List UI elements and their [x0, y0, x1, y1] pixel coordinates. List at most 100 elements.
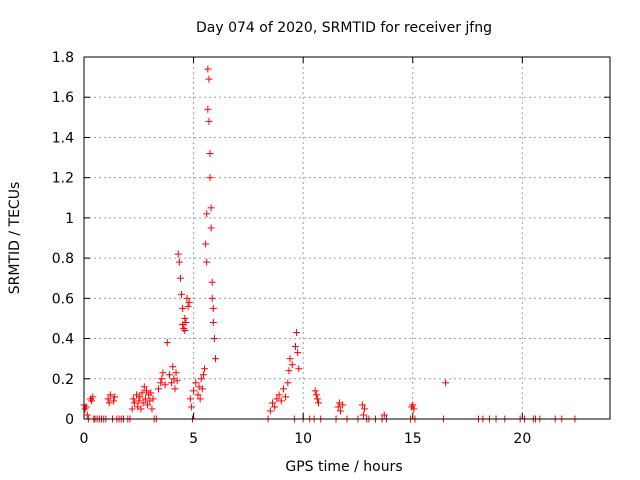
- data-point: [181, 327, 189, 335]
- data-point: [410, 405, 418, 413]
- data-point: [201, 365, 209, 373]
- data-point: [311, 387, 319, 395]
- data-point: [187, 403, 195, 411]
- y-tick-label: 1.6: [52, 90, 74, 106]
- data-point: [171, 385, 179, 393]
- data-point: [359, 411, 367, 419]
- data-point: [141, 395, 149, 403]
- data-point: [184, 302, 192, 310]
- grid-lines: [84, 57, 610, 419]
- y-tick-label: 0.2: [52, 372, 74, 388]
- data-point: [89, 393, 97, 401]
- data-point: [336, 407, 344, 415]
- data-point: [185, 298, 193, 306]
- data-point: [312, 391, 320, 399]
- data-point: [273, 395, 281, 403]
- data-point: [183, 294, 191, 302]
- data-point: [285, 367, 293, 375]
- data-point: [291, 343, 299, 351]
- x-tick-label: 20: [513, 431, 531, 447]
- data-point: [194, 391, 202, 399]
- data-point: [206, 174, 214, 182]
- data-point: [268, 399, 276, 407]
- data-point: [158, 375, 166, 383]
- data-point: [111, 393, 119, 401]
- data-point: [339, 401, 347, 409]
- data-point: [294, 349, 302, 357]
- data-point: [137, 405, 145, 413]
- data-point: [139, 399, 147, 407]
- y-tick-label: 1.8: [52, 50, 74, 66]
- data-point: [157, 379, 165, 387]
- data-point: [178, 290, 186, 298]
- data-point: [88, 397, 96, 405]
- data-point: [361, 405, 369, 413]
- data-point: [83, 411, 91, 419]
- data-point: [203, 258, 211, 266]
- data-point: [207, 224, 215, 232]
- data-point: [442, 379, 450, 387]
- y-tick-label: 0.8: [52, 251, 74, 267]
- data-point: [142, 387, 150, 395]
- data-point: [208, 294, 216, 302]
- data-point: [275, 391, 283, 399]
- data-point: [176, 274, 184, 282]
- data-point: [210, 335, 218, 343]
- data-point: [186, 395, 194, 403]
- data-point: [175, 258, 183, 266]
- data-point: [315, 399, 323, 407]
- data-point: [161, 381, 169, 389]
- data-point: [159, 369, 167, 377]
- data-point: [148, 405, 156, 413]
- data-point: [104, 395, 112, 403]
- plot-frame: [83, 56, 611, 420]
- data-point: [205, 75, 213, 83]
- data-point: [130, 399, 138, 407]
- y-axis-title: SRMTID / TECUs: [7, 182, 23, 295]
- data-point: [181, 314, 189, 322]
- data-point: [110, 397, 118, 405]
- data-point: [106, 391, 114, 399]
- data-point: [129, 395, 137, 403]
- data-point: [155, 385, 163, 393]
- data-point: [209, 304, 217, 312]
- data-point: [172, 369, 180, 377]
- x-axis-title: GPS time / hours: [285, 459, 402, 475]
- data-point: [168, 379, 176, 387]
- chart-title: Day 074 of 2020, SRMTID for receiver jfn…: [196, 20, 492, 36]
- data-point: [277, 397, 285, 405]
- y-tick-label: 1.4: [52, 130, 74, 146]
- data-point: [138, 389, 146, 397]
- data-point: [204, 105, 212, 113]
- data-point: [128, 405, 136, 413]
- data-point: [204, 65, 212, 73]
- data-point: [144, 401, 152, 409]
- data-point: [197, 375, 205, 383]
- data-point: [169, 363, 177, 371]
- data-point: [212, 355, 219, 363]
- axis-ticks: 0 0.2 0.4 0.6 0.8 1 1.2 1.4 1.6 1.8 0 5 10 15 20: [52, 50, 610, 447]
- data-point: [288, 361, 296, 369]
- data-point: [334, 403, 342, 411]
- x-tick-label: 10: [294, 431, 312, 447]
- data-point: [165, 371, 173, 379]
- y-tick-label: 1: [65, 211, 74, 227]
- data-point: [196, 395, 204, 403]
- x-tick-label: 0: [80, 431, 89, 447]
- data-point: [409, 401, 417, 409]
- data-point: [209, 318, 217, 326]
- data-point: [206, 150, 214, 158]
- data-point: [313, 395, 321, 403]
- data-point: [173, 377, 181, 385]
- data-point: [105, 399, 113, 407]
- data-point: [174, 250, 182, 258]
- data-point: [284, 379, 292, 387]
- data-point: [205, 117, 213, 125]
- x-tick-label: 15: [404, 431, 422, 447]
- data-point: [198, 385, 206, 393]
- data-point: [282, 393, 290, 401]
- data-point: [163, 339, 171, 347]
- data-point: [182, 318, 190, 326]
- data-point: [208, 278, 216, 286]
